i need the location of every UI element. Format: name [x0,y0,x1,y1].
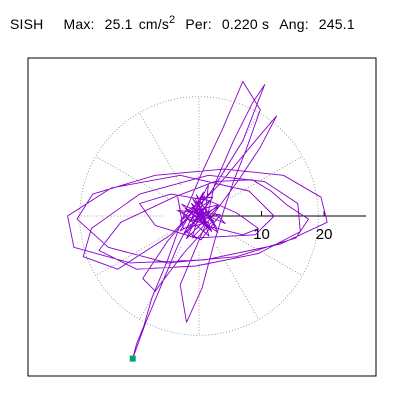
peak-marker-layer [129,355,136,362]
x-axis-tick-label: 10 [253,226,270,243]
grid-spoke [95,233,169,277]
positive-x-axis: 10 20 [199,211,366,243]
trace-series [67,81,328,360]
grid-spoke [138,246,182,320]
grid-spoke [216,112,260,186]
ang-label: Ang: [279,16,309,32]
station-code: SISH [10,16,44,32]
max-unit-exponent: 2 [169,14,176,26]
motion-trace [67,81,328,360]
per-label: Per: [185,16,212,32]
grid-spoke [216,246,260,320]
grid-spoke [95,155,169,199]
peak-marker [129,355,136,362]
grid-spoke [138,112,182,186]
x-axis-tick-label: 20 [316,226,333,243]
record-header: SISH Max: 25.1 cm/s2 Per: 0.220 s Ang: 245.1 [10,9,355,39]
max-label: Max: [63,16,95,32]
max-value: 25.1 [104,16,133,32]
max-unit: cm/s [138,16,170,32]
ang-value: 245.1 [318,16,355,32]
grid-spoke [229,233,303,277]
per-value: 0.220 s [221,16,270,32]
grid-spoke [229,155,303,199]
